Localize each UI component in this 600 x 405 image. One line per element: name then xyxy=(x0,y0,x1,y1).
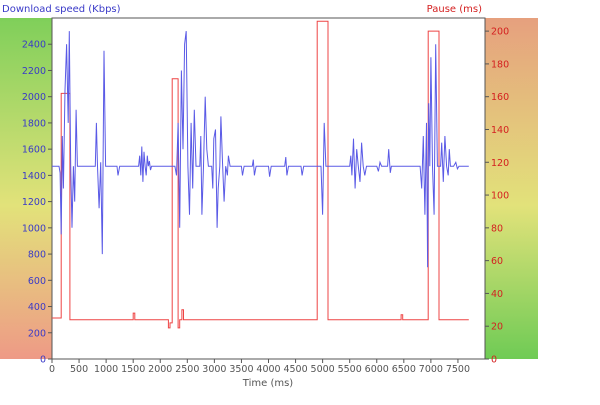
x-tick-label: 7000 xyxy=(419,364,443,375)
x-tick-label: 5500 xyxy=(338,364,362,375)
left-tick-label: 800 xyxy=(28,250,46,261)
right-tick-label: 20 xyxy=(491,322,503,333)
right-tick-label: 100 xyxy=(491,191,509,202)
right-axis-gradient xyxy=(485,18,538,359)
x-tick-label: 6500 xyxy=(392,364,416,375)
left-tick-label: 400 xyxy=(28,302,46,313)
right-tick-label: 140 xyxy=(491,125,509,136)
x-tick-label: 2000 xyxy=(148,364,172,375)
right-tick-label: 200 xyxy=(491,27,509,38)
x-tick-label: 1000 xyxy=(94,364,118,375)
left-tick-label: 1600 xyxy=(22,145,46,156)
right-tick-label: 160 xyxy=(491,92,509,103)
x-tick-label: 1500 xyxy=(121,364,145,375)
x-tick-label: 4000 xyxy=(256,364,280,375)
right-tick-label: 120 xyxy=(491,158,509,169)
pause-series-line xyxy=(52,20,469,329)
right-tick-label: 0 xyxy=(491,355,497,366)
left-tick-label: 1400 xyxy=(22,171,46,182)
x-ticks: 0 500 1000 1500 2000 2500 3000 3500 4000 4500 5000… xyxy=(49,359,470,375)
x-tick-label: 2500 xyxy=(175,364,199,375)
right-tick-label: 80 xyxy=(491,223,503,234)
x-tick-label: 7500 xyxy=(446,364,470,375)
x-tick-label: 0 xyxy=(49,364,55,375)
left-tick-label: 0 xyxy=(40,355,46,366)
right-tick-label: 180 xyxy=(491,59,509,70)
left-tick-label: 1200 xyxy=(22,197,46,208)
x-tick-label: 3500 xyxy=(229,364,253,375)
left-tick-label: 1800 xyxy=(22,118,46,129)
right-tick-label: 40 xyxy=(491,289,503,300)
left-tick-label: 1000 xyxy=(22,223,46,234)
right-tick-label: 60 xyxy=(491,256,503,267)
right-y-ticks: 0 20 40 60 80 100 120 140 160 180 200 xyxy=(485,27,509,366)
x-tick-label: 5000 xyxy=(311,364,335,375)
plot-area xyxy=(51,17,486,360)
x-tick-label: 3000 xyxy=(202,364,226,375)
left-tick-label: 2200 xyxy=(22,66,46,77)
x-tick-label: 500 xyxy=(70,364,88,375)
x-tick-label: 6000 xyxy=(365,364,389,375)
left-tick-label: 2400 xyxy=(22,40,46,51)
left-tick-label: 600 xyxy=(28,276,46,287)
left-tick-label: 200 xyxy=(28,328,46,339)
x-tick-label: 4500 xyxy=(283,364,307,375)
x-axis-title: Time (ms) xyxy=(242,378,294,389)
right-axis-title: Pause (ms) xyxy=(427,4,482,15)
speed-series-line xyxy=(52,31,469,268)
left-y-ticks: 0 200 400 600 800 1000 1200 1400 1600 1800 2000 220… xyxy=(22,40,52,366)
left-tick-label: 2000 xyxy=(22,92,46,103)
left-axis-gradient xyxy=(0,18,52,359)
left-axis-title: Download speed (Kbps) xyxy=(2,4,121,15)
